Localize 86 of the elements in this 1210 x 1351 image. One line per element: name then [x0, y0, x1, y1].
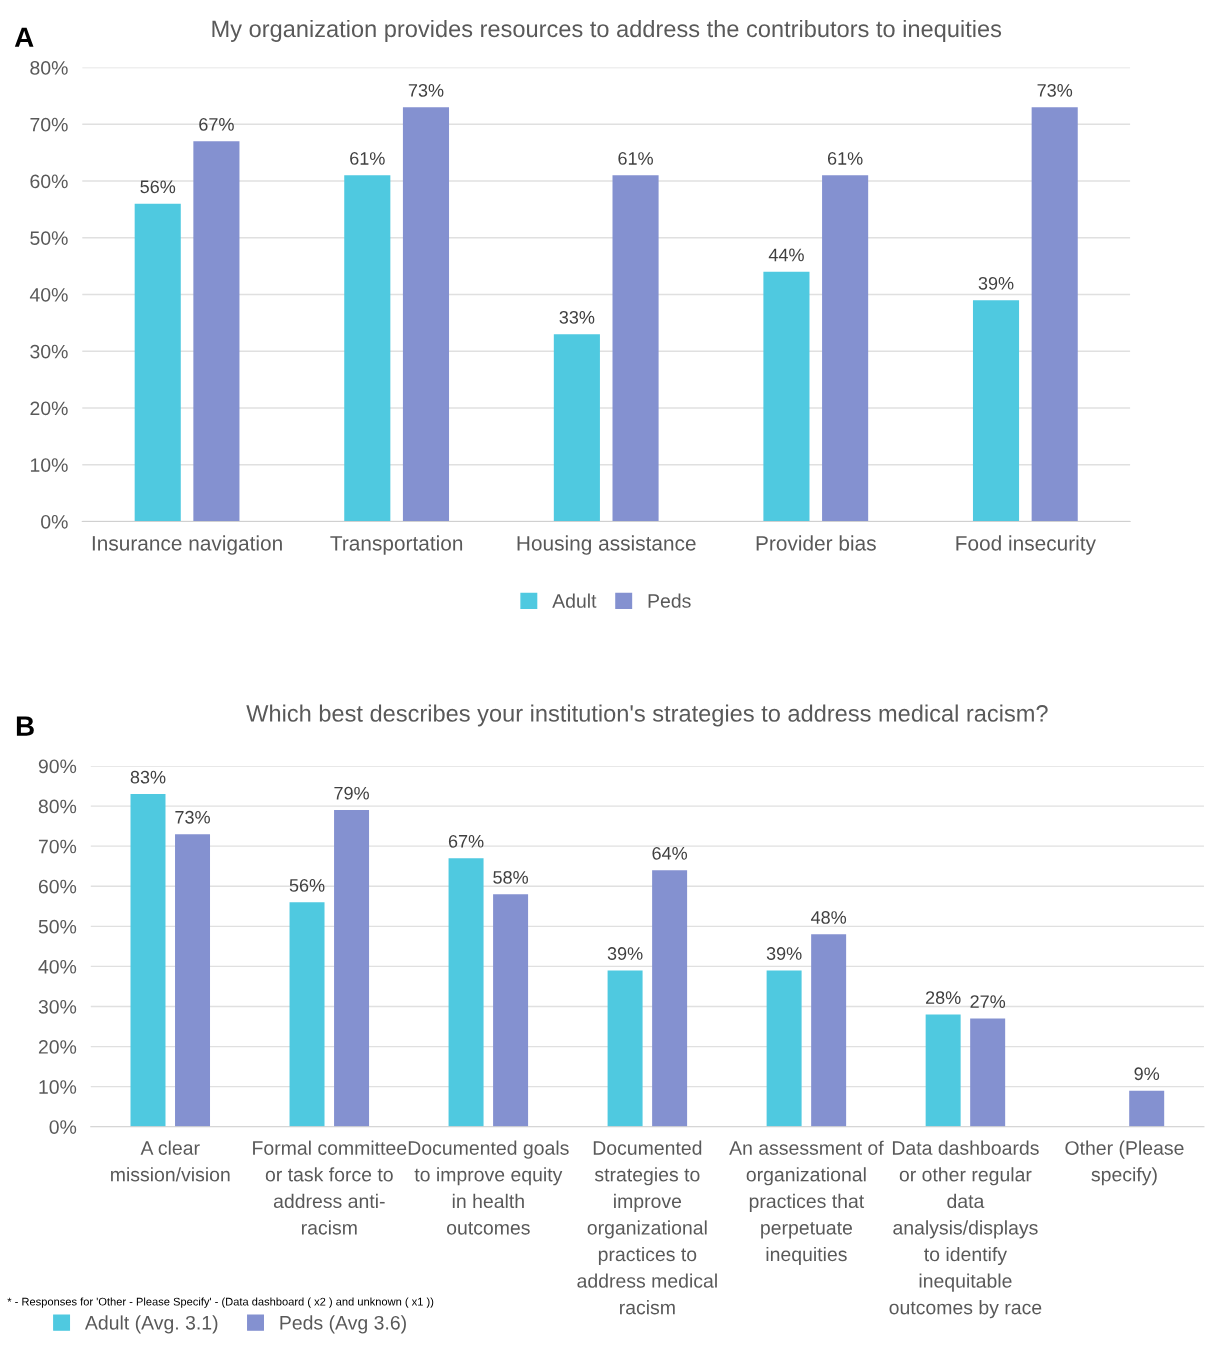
bar [763, 271, 810, 522]
bar [134, 203, 181, 522]
x-tick-label: Data dashboards or other regular data analysis/displays to identify inequitable outcomes by race [889, 1140, 1042, 1319]
text: 83% [130, 770, 166, 784]
x-tick-label: Documented strategies to improve organizational practices to address medical racism [577, 1140, 717, 1315]
bar [493, 894, 529, 1127]
bar [925, 1014, 961, 1127]
x-tick-label: Documented goals to improve equity in health outcomes [408, 1140, 569, 1235]
y-tick-label: 50% [30, 231, 68, 246]
y-tick-label: 30% [30, 344, 68, 359]
text: 73% [175, 810, 210, 824]
y-tick-label: 60% [30, 174, 68, 189]
bar [811, 934, 847, 1127]
text: 58% [493, 870, 529, 884]
bar [970, 1018, 1006, 1127]
y-tick-label: 0% [49, 1120, 77, 1134]
bar [1031, 107, 1078, 522]
bar [344, 175, 391, 522]
y-tick-label: 40% [29, 287, 68, 302]
x-tick-label: A clear mission/vision [111, 1140, 230, 1182]
y-tick-label: 20% [38, 1040, 77, 1054]
y-tick-label: 30% [38, 999, 77, 1014]
y-tick-label: 50% [38, 919, 77, 934]
bar [334, 810, 370, 1127]
y-tick-label: 90% [38, 759, 77, 774]
bar [130, 794, 166, 1127]
text: 79% [334, 786, 369, 800]
text: 61% [350, 152, 385, 165]
text: 33% [559, 310, 595, 324]
legend-label: Adult [552, 593, 597, 608]
bar [972, 300, 1020, 522]
text: 61% [827, 152, 863, 165]
x-tick-label: Transportation [330, 535, 463, 555]
chart-title: Which best describes your institution's strategies to address medical racism? [246, 704, 1048, 727]
bar [612, 175, 659, 522]
x-tick-label: Insurance navigation [92, 535, 282, 555]
text: 28% [925, 991, 961, 1004]
text: 73% [1037, 83, 1073, 97]
x-tick-label: Formal committee or task force to address anti- racism [253, 1140, 407, 1235]
text: * - Responses for 'Other - Please Specify' - (Data dashboard ( x2 ) and unknown ( x1 )) [7, 1297, 434, 1308]
x-tick-label: An assessment of organizational practices that perpetuate inequities [729, 1140, 884, 1266]
y-tick-label: 80% [38, 799, 77, 814]
text: 27% [970, 995, 1006, 1008]
bar [822, 175, 869, 522]
bar [553, 334, 600, 522]
bar [448, 858, 484, 1127]
text: 67% [199, 118, 234, 131]
text: 56% [289, 878, 325, 892]
legend-label: Peds (Avg 3.6) [280, 1315, 406, 1334]
y-tick-label: 40% [38, 959, 77, 974]
bar [766, 970, 802, 1127]
text: 39% [978, 276, 1014, 290]
bar [652, 870, 688, 1127]
y-tick-label: 0% [41, 514, 68, 529]
bar [607, 970, 643, 1127]
legend-label: Peds [648, 593, 691, 608]
y-tick-label: 10% [30, 458, 68, 472]
chart-title: My organization provides resources to address the contributors to inequities [212, 19, 1002, 42]
text: 73% [408, 83, 444, 97]
x-tick-label: Provider bias [756, 535, 876, 551]
text: 48% [810, 911, 847, 924]
bar [402, 107, 450, 522]
y-tick-label: 70% [38, 839, 77, 854]
bar [289, 902, 325, 1127]
legend-label: Adult (Avg. 3.1) [84, 1315, 218, 1334]
text: 56% [140, 180, 176, 194]
text: 67% [448, 834, 484, 848]
text: 44% [768, 248, 804, 262]
bar [193, 141, 240, 522]
text: A [14, 27, 34, 47]
y-tick-label: 20% [30, 401, 68, 416]
x-tick-label: Housing assistance [517, 535, 696, 555]
text: 64% [652, 846, 688, 860]
text: 39% [766, 947, 802, 960]
y-tick-label: 70% [30, 117, 68, 132]
y-tick-label: 60% [38, 879, 77, 894]
x-tick-label: Other (Please specify) [1065, 1140, 1184, 1186]
text: B [16, 716, 34, 736]
text: 9% [1134, 1067, 1160, 1081]
text: 39% [607, 947, 643, 960]
bar [1129, 1090, 1165, 1127]
x-tick-label: Food insecurity [956, 535, 1096, 555]
y-tick-label: 80% [30, 61, 68, 75]
y-tick-label: 10% [39, 1080, 77, 1094]
bar [175, 834, 211, 1127]
text: 61% [618, 152, 653, 165]
